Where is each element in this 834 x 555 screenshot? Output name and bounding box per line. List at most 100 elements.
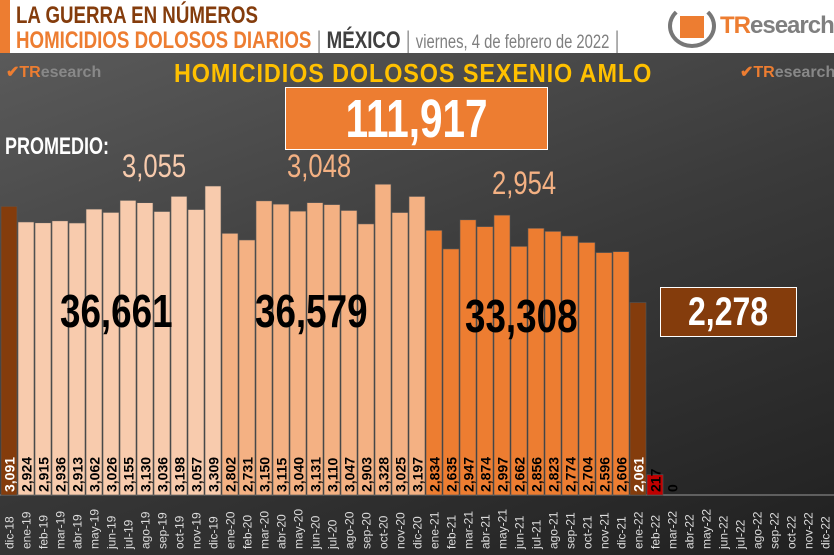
bar-abr-19 [68, 222, 86, 496]
tick-label-mar-20: mar-20 [258, 511, 272, 549]
tick-label-dic-19: dic-19 [207, 516, 221, 549]
tick-label-mar-22: mar-22 [666, 511, 680, 549]
average-2021: 2,954 [492, 165, 557, 201]
tick-label-dic-22: dic-22 [819, 516, 833, 549]
promedio-label: PROMEDIO: [5, 133, 110, 160]
tick-label-abr-21: abr-21 [479, 514, 493, 549]
separator: | [405, 27, 411, 54]
bar-feb-19 [34, 222, 52, 496]
bar-may-19 [85, 208, 103, 496]
tick-label-ago-22: ago-22 [751, 511, 765, 549]
tick-label-ene-21: ene-21 [428, 511, 442, 549]
header-line2: HOMICIDIOS DOLOSOS DIARIOS | MÉXICO | vi… [16, 27, 619, 55]
data-label-ago-19: 3,130 [138, 457, 154, 492]
tick-label-abr-20: abr-20 [275, 514, 289, 549]
data-label-mar-20: 3,150 [257, 457, 273, 492]
header-country: MÉXICO [326, 27, 401, 54]
tick-label-mar-21: mar-21 [462, 511, 476, 549]
tick-label-jun-20: jun-20 [309, 515, 323, 550]
average-2020: 3,048 [287, 148, 352, 184]
tick-label-sep-21: sep-21 [564, 512, 578, 549]
tick-label-jul-20: jul-20 [326, 519, 340, 550]
data-label-abr-20: 3,115 [274, 458, 290, 492]
tick-label-ago-21: ago-21 [547, 511, 561, 549]
tick-label-oct-19: oct-19 [173, 515, 187, 549]
bar-ene-19 [17, 221, 35, 496]
bar-oct-20 [374, 183, 392, 496]
data-label-nov-19: 3,057 [189, 457, 205, 492]
total-2022-box: 2,278 [660, 287, 797, 337]
data-label-feb-21: 2,635 [444, 457, 460, 492]
bar-jul-21 [527, 228, 545, 496]
watermark-logo-left: ✔TResearch [6, 64, 102, 81]
bar-jul-19 [119, 200, 137, 496]
data-label-jun-19: 3,026 [104, 457, 120, 492]
tick-label-dic-21: dic-21 [615, 516, 629, 549]
bar-ene-21 [425, 230, 443, 496]
tick-label-jun-19: jun-19 [105, 515, 119, 550]
bar-ago-21 [544, 231, 562, 496]
tick-label-jun-21: jun-21 [513, 515, 527, 550]
tick-label-sep-19: sep-19 [156, 512, 170, 549]
separator: | [614, 27, 620, 54]
total-box: 111,917 [285, 87, 548, 150]
data-label-oct-19: 3,198 [172, 457, 188, 492]
bar-dic-21 [612, 251, 630, 496]
total-2022: 2,278 [688, 290, 769, 334]
tick-label-may-22: may-22 [700, 509, 714, 549]
bar-feb-20 [238, 239, 256, 496]
data-label-ene-19: 2,924 [19, 457, 35, 492]
tick-label-jul-21: jul-21 [530, 519, 544, 550]
bar-jun-20 [306, 202, 324, 496]
data-label-feb-22: 217 [648, 468, 664, 492]
total-2020: 36,579 [255, 285, 368, 337]
bar-oct-19 [170, 196, 188, 496]
tick-label-sep-20: sep-20 [360, 512, 374, 549]
tick-label-may-19: may-19 [88, 509, 102, 549]
data-label-dic-18: 3,091 [2, 457, 18, 492]
data-label-oct-21: 2,704 [580, 457, 596, 492]
data-label-ene-20: 2,802 [223, 457, 239, 492]
data-label-sep-21: 2,774 [563, 457, 579, 492]
data-label-may-21: 2,997 [495, 457, 511, 492]
bar-oct-21 [578, 242, 596, 496]
tick-label-abr-22: abr-22 [683, 514, 697, 549]
header-date: viernes, 4 de febrero de 2022 [415, 32, 610, 53]
data-label-abr-21: 2,874 [478, 457, 494, 492]
bar-ene-20 [221, 233, 239, 496]
tick-label-feb-20: feb-20 [241, 515, 255, 549]
total-2021: 33,308 [465, 290, 578, 342]
data-label-sep-19: 3,036 [155, 457, 171, 492]
tick-label-oct-21: oct-21 [581, 515, 595, 549]
separator: | [316, 27, 322, 54]
tick-label-jul-19: jul-19 [122, 519, 136, 550]
data-label-nov-20: 3,025 [393, 457, 409, 492]
bar-may-21 [493, 214, 511, 496]
data-label-ene-21: 2,834 [427, 457, 443, 492]
bar-nov-21 [595, 252, 613, 496]
bar-feb-21 [442, 248, 460, 496]
bar-may-20 [289, 210, 307, 496]
bar-dic-19 [204, 185, 222, 496]
header-accent-bar [0, 0, 10, 53]
data-label-may-20: 3,040 [291, 457, 307, 492]
tick-label-dic-20: dic-20 [411, 516, 425, 549]
tick-label-may-21: may-21 [496, 509, 510, 549]
header: LA GUERRA EN NÚMEROS HOMICIDIOS DOLOSOS … [0, 0, 834, 55]
tick-label-feb-21: feb-21 [445, 515, 459, 549]
data-label-jun-21: 2,662 [512, 457, 528, 492]
data-label-dic-19: 3,309 [206, 457, 222, 492]
data-label-oct-20: 3,328 [376, 457, 392, 492]
tick-label-mar-19: mar-19 [54, 511, 68, 549]
data-label-nov-21: 2,596 [597, 457, 613, 492]
bar-abr-20 [272, 203, 290, 496]
data-label-dic-21: 2,606 [614, 457, 630, 492]
data-label-ago-20: 3,047 [342, 457, 358, 492]
data-label-ene-22: 2,061 [631, 457, 647, 492]
data-label-jul-20: 3,110 [325, 458, 341, 492]
bar-abr-21 [476, 226, 494, 496]
tick-label-nov-21: nov-21 [598, 512, 612, 549]
bar-feb-22 [646, 474, 664, 496]
header-line1: LA GUERRA EN NÚMEROS [16, 2, 258, 29]
